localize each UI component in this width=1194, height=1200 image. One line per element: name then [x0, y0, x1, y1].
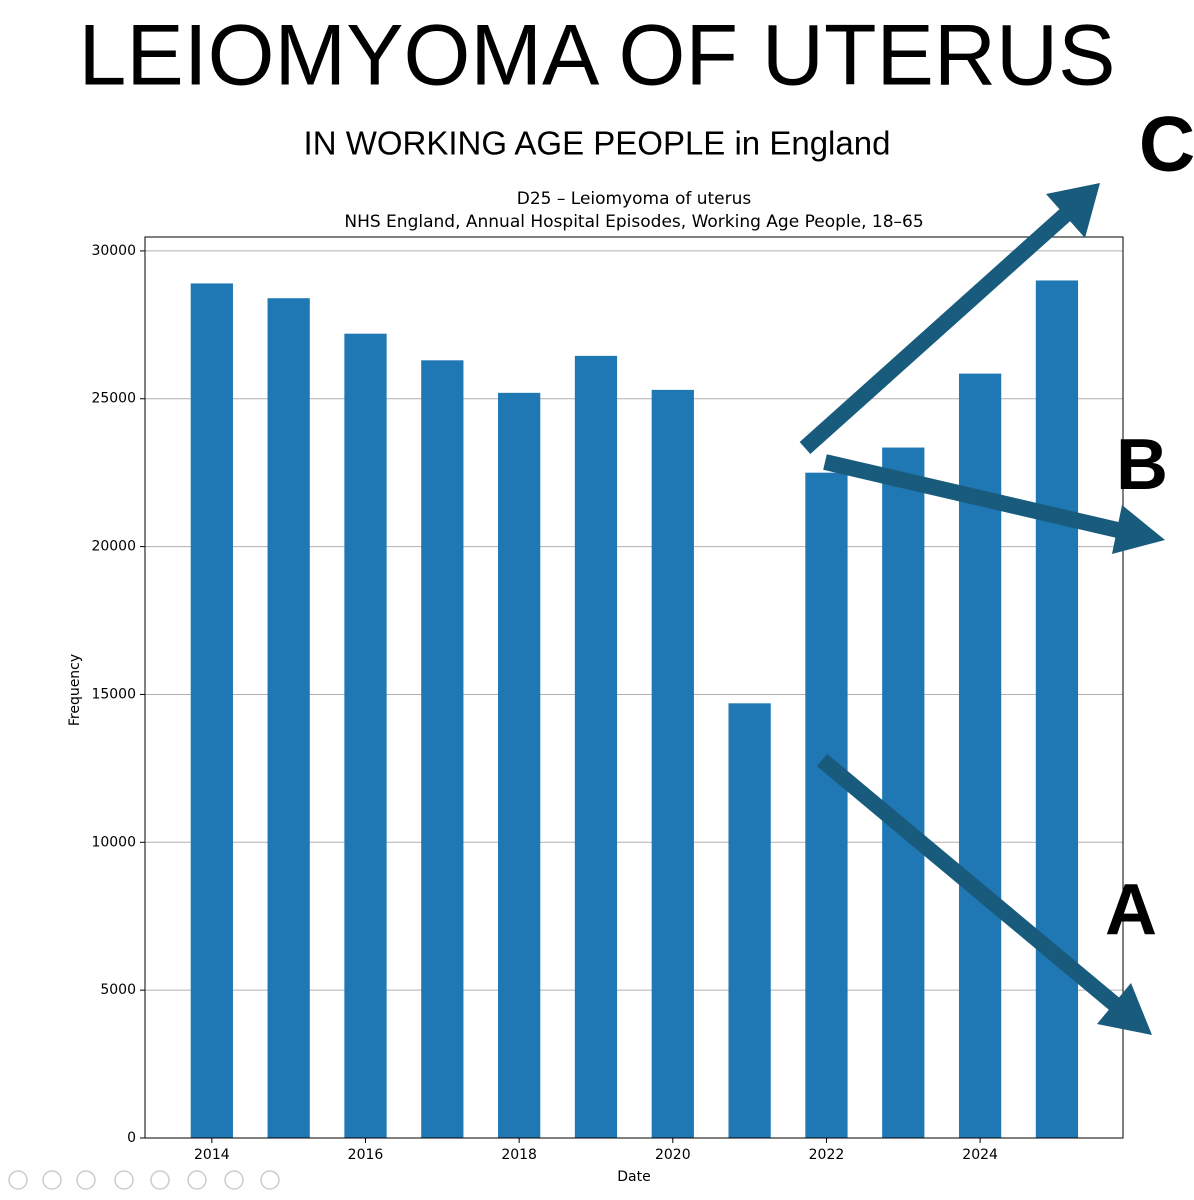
- slide-title: LEIOMYOMA OF UTERUS: [79, 8, 1116, 104]
- x-tick-label: 2022: [809, 1147, 845, 1163]
- x-tick-label: 2020: [655, 1147, 691, 1163]
- y-tick-label: 25000: [91, 391, 136, 407]
- bar: [882, 447, 925, 1138]
- y-tick-label: 30000: [91, 243, 136, 259]
- y-tick-label: 10000: [91, 834, 136, 850]
- bar: [190, 283, 233, 1138]
- toolbar-button[interactable]: [114, 1170, 134, 1190]
- y-tick-label: 20000: [91, 539, 136, 555]
- x-tick-label: 2018: [501, 1147, 537, 1163]
- arrow-a: [816, 753, 1124, 1014]
- toolbar-button[interactable]: [42, 1170, 62, 1190]
- bar: [805, 472, 848, 1138]
- toolbar-button[interactable]: [150, 1170, 170, 1190]
- bar: [498, 392, 541, 1139]
- arrow-b: [823, 454, 1124, 539]
- bar: [267, 298, 310, 1138]
- bar: [728, 703, 771, 1138]
- toolbar-button[interactable]: [260, 1170, 280, 1190]
- toolbar-button[interactable]: [187, 1170, 207, 1190]
- bar: [651, 389, 694, 1138]
- plot-area: 0 5000 10000 15000 20000 25000 30000 2014 2016 20…: [91, 236, 1124, 1163]
- y-tick-label: 5000: [100, 982, 136, 998]
- annotation: B: [1116, 425, 1168, 505]
- x-axis-label: Date: [617, 1169, 650, 1185]
- arrow-head: [1097, 983, 1152, 1035]
- arrow-c: [799, 209, 1071, 454]
- y-tick-label: 0: [127, 1130, 136, 1146]
- x-tick-label: 2014: [194, 1147, 230, 1163]
- plot-frame: [144, 236, 1124, 1139]
- slide-subtitle: IN WORKING AGE PEOPLE in England: [304, 125, 891, 162]
- bar: [1035, 280, 1079, 1138]
- toolbar-button[interactable]: [224, 1170, 244, 1190]
- toolbar: [8, 1170, 280, 1190]
- annotation: A: [1105, 870, 1157, 950]
- chart-title: D25 – Leiomyoma of uterus: [517, 189, 752, 209]
- toolbar-button[interactable]: [76, 1170, 96, 1190]
- x-tick-label: 2024: [962, 1147, 998, 1163]
- x-tick-label: 2016: [348, 1147, 384, 1163]
- bar: [574, 355, 618, 1138]
- bar: [421, 360, 464, 1138]
- y-tick-label: 15000: [91, 686, 136, 702]
- y-axis-label: Frequency: [67, 654, 83, 726]
- arrow-head: [1046, 183, 1100, 238]
- arrows: [799, 183, 1165, 1035]
- annotation: C: [1139, 100, 1194, 188]
- chart-subtitle: NHS England, Annual Hospital Episodes, W…: [344, 212, 923, 232]
- bar: [344, 333, 387, 1139]
- arrow-head: [1112, 505, 1165, 554]
- toolbar-button[interactable]: [8, 1170, 28, 1190]
